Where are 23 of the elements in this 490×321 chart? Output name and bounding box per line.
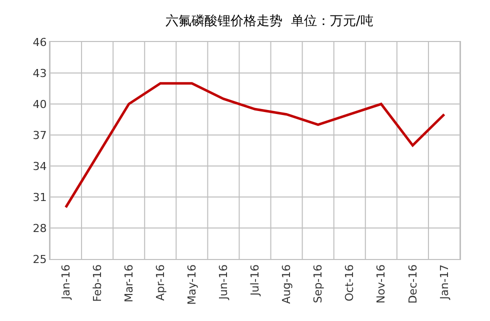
y-tick-label: 46 [32,36,47,49]
x-tick-label: Sep-16 [312,264,325,304]
chart-title: 六氟磷酸锂价格走势 单位：万元/吨 [166,14,374,30]
y-tick-label: 28 [32,222,47,235]
y-tick-label: 31 [32,190,47,204]
x-tick-label: Mar-16 [122,264,136,302]
y-tick-label: 25 [32,252,47,266]
line-series [64,82,446,209]
y-tick-label: 34 [32,160,47,173]
x-tick-label: May-16 [185,264,198,305]
y-tick-label: 37 [32,128,47,142]
x-tick-label: Jan-16 [59,264,72,300]
x-tick-label: Jan-17 [438,264,451,300]
y-tick-label: 43 [32,66,47,80]
x-tick-label: Nov-16 [374,264,388,304]
y-tick-label: 40 [32,98,47,111]
x-tick-label: Jul-16 [248,264,262,297]
x-tick-label: Jun-16 [217,264,230,301]
x-tick-label: Aug-16 [280,264,294,304]
x-tick-label: Oct-16 [343,264,356,302]
x-tick-label: Apr-16 [154,264,167,301]
x-tick-label: Dec-16 [406,264,420,304]
x-tick-label: Feb-16 [90,264,104,302]
